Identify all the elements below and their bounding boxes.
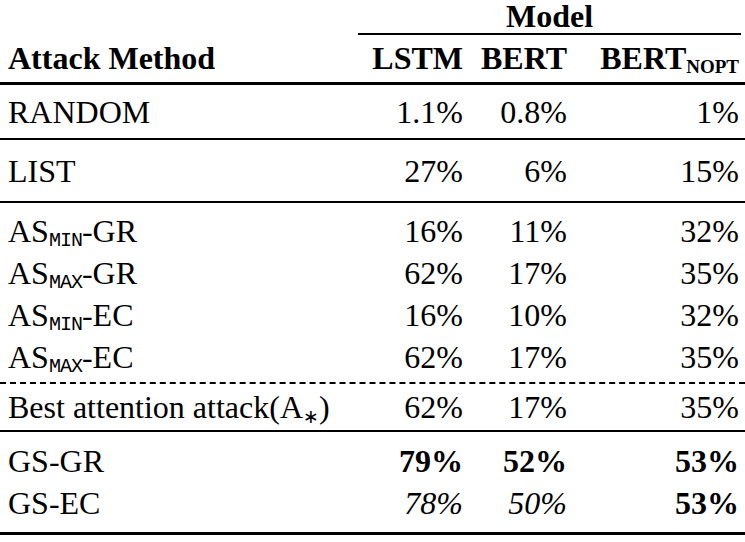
cell-value: 35% [680, 389, 739, 425]
group-attention-score: ASMIN-GR 16% 11% 32% ASMAX-GR 62% 17% 35… [0, 203, 745, 384]
table-row-gs-ec: GS-EC 78% 50% 53% [0, 482, 745, 524]
table-row-as-max-gr: ASMAX-GR 62% 17% 35% [0, 252, 745, 294]
value-bert: 0.8% [463, 91, 567, 141]
value-bert-nopt: 35% [567, 386, 745, 437]
cell-value: 27% [404, 153, 463, 189]
table-row-best-attention: Best attention attack(A∗) 62% 17% 35% [0, 386, 745, 428]
value-lstm: 27% [352, 150, 463, 200]
attack-method-header: Attack Method [0, 35, 352, 90]
cell-value: 0.8% [500, 94, 567, 130]
attack-method-subscript: MIN [49, 313, 82, 336]
cell-value: 53% [675, 485, 739, 521]
cell-value: 32% [680, 213, 739, 249]
attack-method-name: AS [8, 213, 49, 249]
group-list: LIST 27% 6% 15% [0, 140, 745, 203]
cell-value: 11% [510, 213, 567, 249]
model-group-row: Model [0, 0, 745, 35]
cell-value: 62% [404, 339, 463, 375]
cell-value: 50% [508, 485, 567, 521]
attack-method-subscript: ∗ [303, 405, 319, 427]
value-lstm: 62% [352, 386, 463, 437]
attack-method-suffix: ) [319, 389, 330, 425]
cell-value: 79% [399, 443, 463, 479]
value-bert-nopt: 35% [567, 336, 745, 388]
cell-value: 16% [404, 213, 463, 249]
cell-value: 52% [503, 443, 567, 479]
attack-method-suffix: -EC [82, 297, 134, 333]
attack-method-name: Best attention attack(A [8, 389, 303, 425]
cell-value: 1% [696, 94, 739, 130]
value-bert: 6% [463, 150, 567, 200]
table-row-as-min-ec: ASMIN-EC 16% 10% 32% [0, 294, 745, 336]
col-header-bert-nopt-label: BERT [600, 40, 686, 76]
attack-method-cell: RANDOM [0, 91, 352, 141]
column-header-row: Attack Method LSTM BERT BERTNOPT [0, 35, 745, 82]
value-bert-nopt: 15% [567, 150, 745, 200]
attack-method-subscript: MIN [49, 229, 82, 252]
table-row-random: RANDOM 1.1% 0.8% 1% [0, 91, 745, 133]
attack-method-name: GS-EC [8, 485, 100, 521]
attack-method-subscript: MAX [49, 271, 82, 294]
table-row-as-max-ec: ASMAX-EC 62% 17% 35% [0, 336, 745, 378]
col-header-bert: BERT [463, 35, 567, 90]
cell-value: 10% [508, 297, 567, 333]
attack-method-name: RANDOM [8, 94, 150, 130]
cell-value: 17% [508, 389, 567, 425]
value-lstm: 62% [352, 336, 463, 388]
cell-value: 17% [508, 339, 567, 375]
cell-value: 78% [404, 485, 463, 521]
attack-method-name: AS [8, 297, 49, 333]
table-row-gs-gr: GS-GR 79% 52% 53% [0, 440, 745, 482]
cell-value: 53% [675, 443, 739, 479]
attack-method-cell: ASMAX-EC [0, 336, 352, 388]
attack-results-table: Model Attack Method LSTM BERT BERTNOPT R… [0, 0, 745, 535]
attack-method-name: GS-GR [8, 443, 104, 479]
col-header-lstm-label: LSTM [372, 40, 463, 76]
table-row-list: LIST 27% 6% 15% [0, 150, 745, 192]
value-bert-nopt: 53% [567, 482, 745, 532]
model-group-label: Model [506, 0, 593, 34]
col-header-bert-label: BERT [481, 40, 567, 76]
cell-value: 1.1% [396, 94, 463, 130]
value-bert: 17% [463, 336, 567, 388]
value-bert: 17% [463, 386, 567, 437]
attack-method-name: AS [8, 339, 49, 375]
table-row-as-min-gr: ASMIN-GR 16% 11% 32% [0, 210, 745, 252]
attack-method-name: LIST [8, 153, 76, 189]
table-header: Model Attack Method LSTM BERT BERTNOPT [0, 0, 745, 85]
attack-method-suffix: -GR [82, 255, 137, 291]
col-header-lstm: LSTM [352, 35, 463, 90]
group-best-attention: Best attention attack(A∗) 62% 17% 35% [0, 384, 745, 432]
value-lstm: 78% [352, 482, 463, 532]
group-random: RANDOM 1.1% 0.8% 1% [0, 85, 745, 140]
col-header-bert-nopt-subscript: NOPT [686, 56, 739, 77]
value-lstm: 1.1% [352, 91, 463, 141]
cell-value: 32% [680, 297, 739, 333]
cell-value: 35% [680, 339, 739, 375]
cell-value: 35% [680, 255, 739, 291]
value-bert: 50% [463, 482, 567, 532]
cell-value: 17% [508, 255, 567, 291]
col-header-bert-nopt: BERTNOPT [567, 35, 745, 90]
cell-value: 62% [404, 255, 463, 291]
cell-value: 15% [680, 153, 739, 189]
cell-value: 62% [404, 389, 463, 425]
cell-value: 16% [404, 297, 463, 333]
model-group-header: Model [358, 0, 741, 35]
attack-method-subscript: MAX [49, 355, 82, 378]
attack-method-suffix: -EC [82, 339, 134, 375]
attack-method-cell: GS-EC [0, 482, 352, 532]
value-bert-nopt: 1% [567, 91, 745, 141]
cell-value: 6% [524, 153, 567, 189]
attack-method-suffix: -GR [82, 213, 137, 249]
group-gradient-search: GS-GR 79% 52% 53% GS-EC 78% 50% 53% [0, 432, 745, 535]
attack-method-cell: Best attention attack(A∗) [0, 386, 352, 437]
attack-method-cell: LIST [0, 150, 352, 200]
header-spacer [0, 0, 352, 35]
attack-method-name: AS [8, 255, 49, 291]
